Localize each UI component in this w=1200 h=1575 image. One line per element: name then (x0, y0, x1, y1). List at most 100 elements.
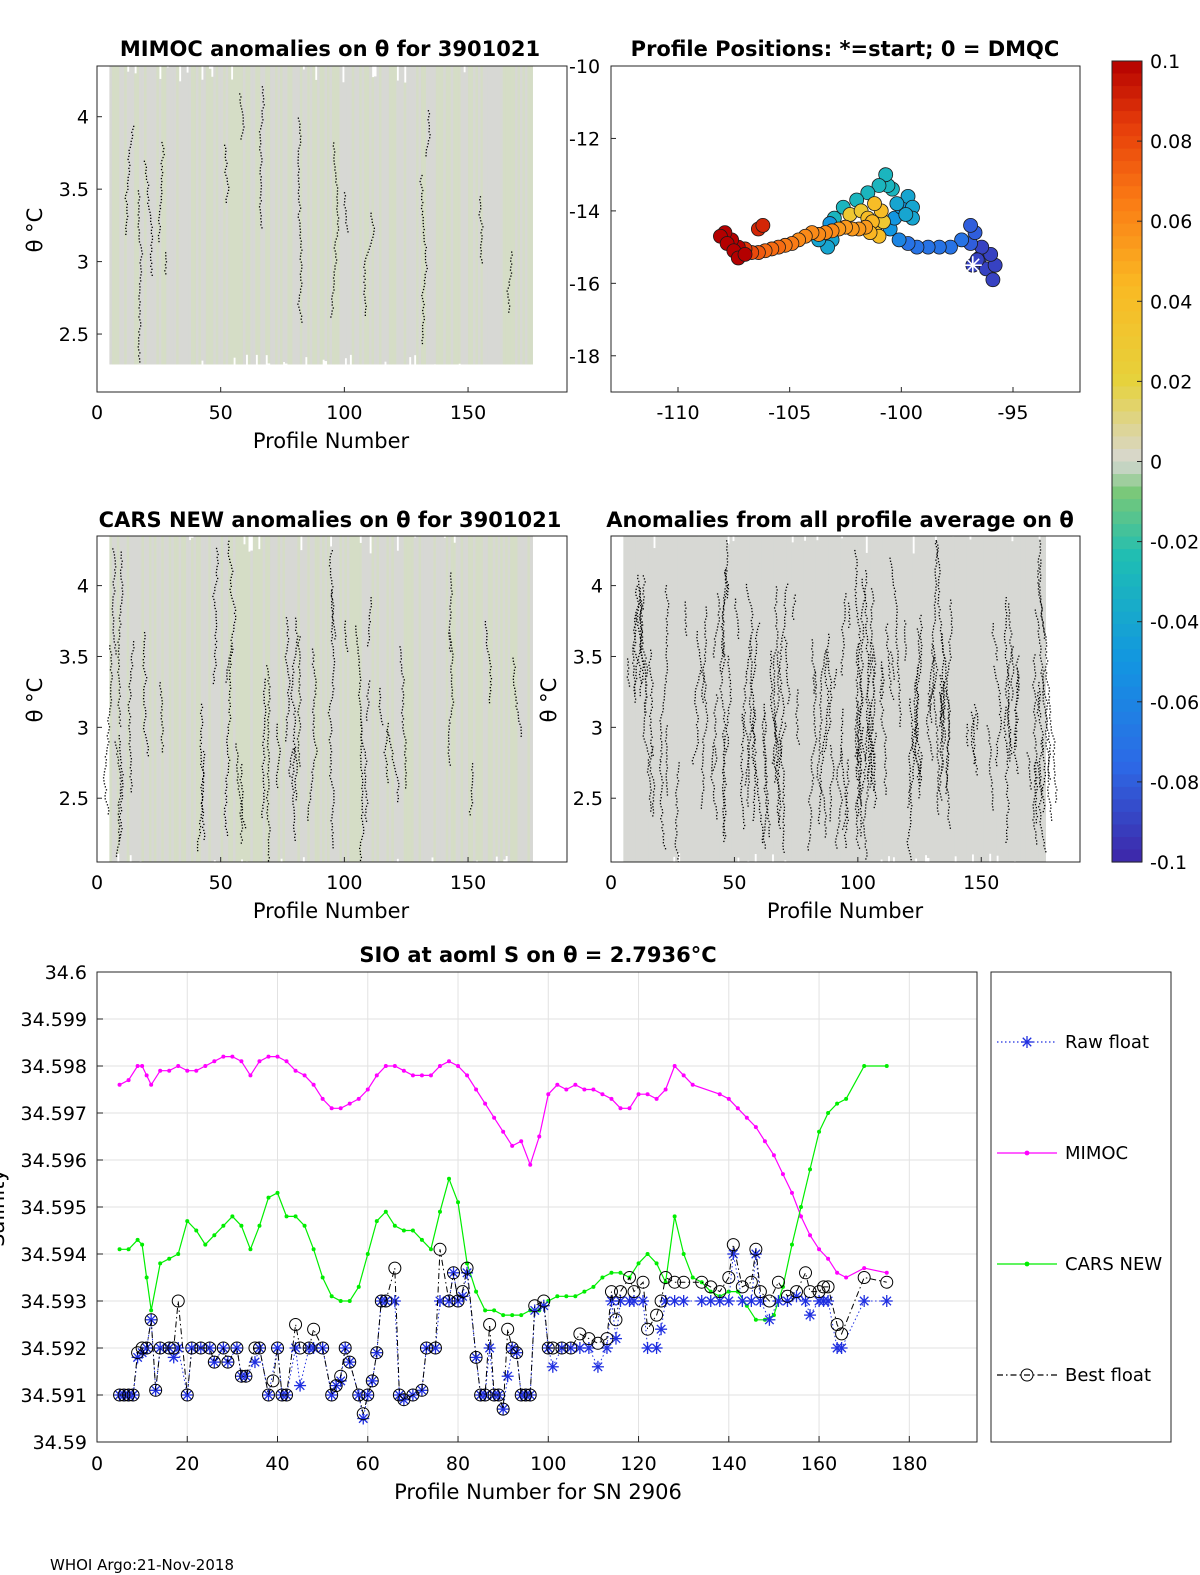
cars-contour-dot (199, 739, 202, 742)
allavg-contour-dot (873, 672, 875, 674)
cars-contour-dot (200, 786, 202, 789)
allavg-contour-dot (998, 734, 1000, 737)
cars-contour-dot (113, 641, 115, 643)
allavg-contour-dot (703, 663, 705, 665)
allavg-contour-dot (832, 763, 834, 765)
cars-contour-dot (229, 654, 231, 656)
cars-contour-dot (118, 716, 120, 718)
cars-contour-dot (330, 590, 333, 592)
cars-contour-dot (161, 697, 163, 699)
cars-contour-dot (226, 669, 228, 671)
cars-contours (102, 540, 523, 862)
cars-contour-dot (264, 756, 266, 759)
allavg-contour-dot (1037, 621, 1040, 623)
allavg-contour-dot (991, 791, 993, 793)
allavg-contour-dot (783, 815, 785, 817)
allavg-contour-dot (660, 815, 663, 817)
colorbar-cell (1112, 586, 1142, 600)
allavg-field-strip (675, 536, 679, 862)
cars-contour-dot (517, 717, 520, 719)
mimoc-contour-dot (336, 196, 338, 198)
cars-contour-dot (268, 761, 270, 763)
cars-field-strip (270, 536, 274, 862)
allavg-contour-dot (716, 629, 718, 631)
mimoc-contour-dot (332, 307, 334, 309)
allavg-contour-dot (939, 695, 942, 697)
mimoc-contour-dot (300, 279, 302, 281)
cars-contour-dot (401, 721, 404, 723)
allavg-contour-dot (666, 770, 668, 772)
cars-contour-dot (356, 643, 358, 645)
cars-contour-dot (116, 753, 118, 755)
cars-contour-dot (359, 754, 362, 757)
cars-contour-dot (196, 846, 199, 849)
allavg-contour-dot (762, 736, 765, 738)
cars-contour-dot (129, 740, 131, 742)
mimoc-contour-dot (334, 151, 336, 153)
allavg-contour-dot (649, 780, 651, 782)
cars-contour-dot (312, 651, 314, 653)
cars-field-strip (148, 536, 153, 862)
allavg-contour-dot (828, 714, 830, 717)
cars-contour-dot (379, 702, 381, 705)
cars-contour-dot (277, 762, 280, 765)
allavg-contour-dot (868, 663, 871, 665)
allavg-contour-dot (663, 699, 665, 701)
cars-contour-dot (358, 655, 360, 657)
mimoc-contour-dot (297, 156, 299, 158)
allavg-contour-dot (872, 597, 875, 599)
allavg-contour-dot (796, 731, 799, 733)
cars-contour-dot (201, 718, 203, 721)
allavg-contour-dot (646, 771, 649, 773)
cars-contour-dot (489, 692, 491, 695)
allavg-contour-dot (1005, 618, 1007, 620)
allavg-contour-dot (757, 793, 759, 796)
mimoc-contour-dot (224, 171, 226, 173)
cars-contour-dot (228, 663, 230, 665)
cars-contour-dot (315, 687, 317, 689)
allavg-contour-dot (775, 723, 777, 725)
allavg-contour-dot (723, 750, 725, 753)
cars-contour-dot (267, 749, 269, 751)
mimoc-contour-dot (125, 221, 128, 224)
colorbar-cell (1112, 461, 1142, 475)
allavg-contour-dot (677, 858, 679, 860)
cars-contour-dot (448, 737, 450, 739)
mimoc-contour-dot (125, 194, 127, 197)
allavg-contour-dot (743, 721, 745, 723)
allavg-contour-dot (634, 701, 636, 703)
allavg-contour-dot (764, 823, 766, 825)
mimoc-contour-dot (239, 93, 241, 95)
allavg-contour-dot (718, 611, 720, 613)
allavg-contour-dot (1007, 717, 1009, 719)
cars-contour-dot (330, 754, 332, 756)
mimoc-contour-dot (138, 235, 140, 237)
allavg-contour-dot (666, 630, 668, 632)
cars-contour-dot (286, 647, 288, 649)
allavg-contour-dot (869, 645, 872, 647)
allavg-contour-dot (1045, 721, 1047, 723)
cars-contour-dot (116, 852, 118, 854)
cars-contour-dot (226, 783, 228, 786)
allavg-contour-dot (779, 746, 781, 748)
allavg-contour-dot (1009, 661, 1011, 663)
allavg-contour-dot (742, 749, 744, 752)
cars-contour-dot (362, 781, 364, 784)
mimoc-contour-dot (148, 184, 150, 186)
mimoc-contour-dot (332, 286, 335, 288)
allavg-contour-dot (786, 672, 788, 675)
cars-contour-dot (294, 746, 297, 748)
allavg-contour-dot (714, 763, 716, 765)
mimoc-contour-dot (299, 123, 301, 125)
allavg-contour-dot (989, 737, 991, 739)
mimoc-field-strip (495, 66, 499, 365)
cars-contour-dot (287, 692, 289, 694)
allavg-contour-dot (1005, 685, 1008, 687)
cars-contour-dot (129, 737, 131, 739)
allavg-contour-dot (903, 620, 906, 622)
cars-contour-dot (244, 823, 246, 826)
allavg-contour-dot (996, 650, 998, 652)
cars-contour-dot (298, 648, 300, 650)
cars-contour-dot (114, 560, 116, 562)
allavg-contour-dot (643, 666, 646, 668)
